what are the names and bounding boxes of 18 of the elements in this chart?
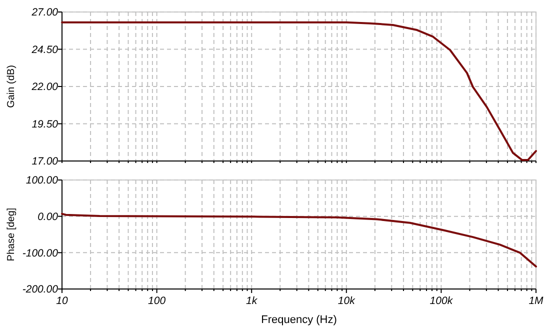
y-tick-label: 17.00	[32, 156, 58, 168]
y-tick-label: 100.00	[26, 174, 58, 187]
x-tick-label: 1M	[528, 295, 544, 307]
y-tick-label: 24.50	[30, 44, 58, 56]
x-tick-label: 10	[56, 295, 68, 307]
y-tick-label: 22.00	[30, 81, 58, 94]
x-axis-title: Frequency (Hz)	[261, 314, 337, 326]
x-tick-label: 100	[148, 295, 166, 307]
y-axis-title: Gain (dB)	[6, 65, 17, 108]
x-tick-label: 10k	[338, 295, 356, 307]
x-tick-label: 100k	[430, 295, 454, 307]
y-tick-label: 0.00	[38, 211, 58, 224]
y-tick-label: -100.00	[22, 247, 58, 260]
y-tick-label: -200.00	[22, 284, 58, 296]
y-axis-title: Phase [deg]	[6, 208, 17, 262]
x-tick-label: 1k	[246, 295, 258, 307]
y-tick-label: 19.50	[32, 118, 58, 130]
y-tick-label: 27.00	[30, 6, 58, 19]
